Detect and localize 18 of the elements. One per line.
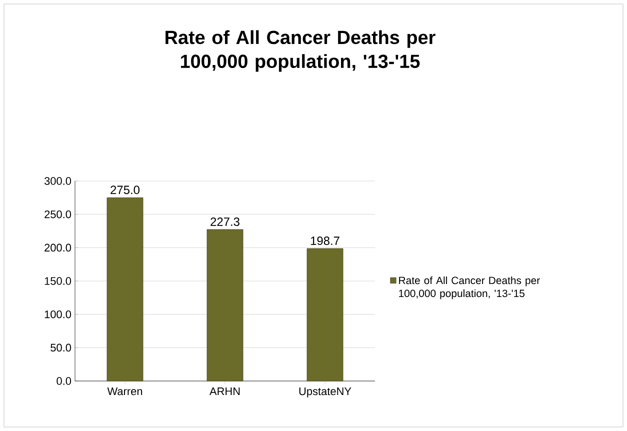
bar <box>306 248 344 382</box>
y-tick-label: 250.0 <box>44 210 72 218</box>
y-tick-label: 100.0 <box>44 310 72 318</box>
data-label: 227.3 <box>210 217 240 226</box>
chart-title: Rate of All Cancer Deaths per 100,000 population, '13-'15 <box>166 30 436 72</box>
x-tick-label: ARHN <box>209 388 240 396</box>
x-tick-label: Warren <box>107 388 142 396</box>
y-tick-label: 0.0 <box>56 377 72 385</box>
y-tick-label: 150.0 <box>44 277 72 285</box>
data-label: 198.7 <box>310 236 340 246</box>
bar <box>106 197 144 382</box>
x-tick-label: UpstateNY <box>299 388 352 398</box>
legend-label: Rate of All Cancer Deaths per 100,000 population, '13-'15 <box>399 276 540 300</box>
data-label: 275.0 <box>110 186 140 194</box>
y-tick-label: 50.0 <box>50 344 72 352</box>
y-tick-label: 200.0 <box>44 244 72 252</box>
y-tick-label: 300.0 <box>44 177 72 185</box>
bar <box>206 229 244 382</box>
